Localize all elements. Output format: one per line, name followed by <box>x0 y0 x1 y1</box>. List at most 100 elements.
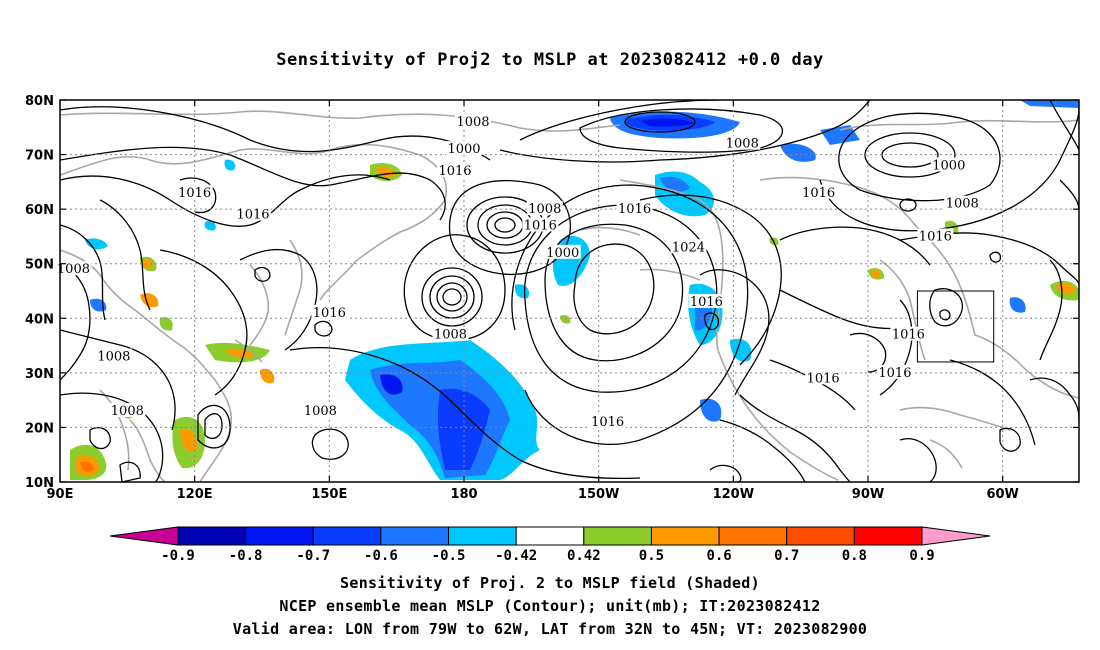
y-tick-label: 20N <box>25 421 54 436</box>
colorbar-box <box>380 526 450 546</box>
y-tick-label: 10N <box>25 476 54 491</box>
y-tick-label: 40N <box>25 312 54 327</box>
x-tick-label: 90E <box>47 487 74 502</box>
contour-label: 1016 <box>236 208 269 223</box>
colorbar-min-arrow <box>109 526 179 546</box>
contour-label: 1000 <box>447 142 480 157</box>
x-tick-label: 120W <box>713 487 754 502</box>
contour-label: 1008 <box>97 349 130 364</box>
colorbar-label: -0.9 <box>161 548 195 564</box>
y-tick-label: 80N <box>25 94 54 109</box>
colorbar-label: 0.8 <box>842 548 867 564</box>
colorbar-label: 0.5 <box>639 548 664 564</box>
caption-valid-area: Valid area: LON from 79W to 62W, LAT fro… <box>232 620 868 638</box>
graticule <box>60 100 1079 482</box>
caption-contour: NCEP ensemble mean MSLP (Contour); unit(… <box>279 597 821 615</box>
contour-label-bg <box>944 195 981 210</box>
contour-label-bg <box>616 201 653 216</box>
colorbar: -0.9 -0.8 -0.7 -0.6 -0.5 -0.42 0.42 0.5 0.6 0.7 0.… <box>109 526 991 564</box>
contour-label-bg <box>302 403 339 418</box>
contour-label: 1008 <box>528 202 561 217</box>
axes: 90E 120E 150E 180 150W 120W 90W 60W 80N 70N 60N 50N… <box>25 94 1079 502</box>
colorbar-label: -0.6 <box>364 548 398 564</box>
colorbar-label: -0.42 <box>495 548 537 564</box>
contour-label-bg <box>526 201 563 216</box>
mslp-contours <box>60 100 1079 482</box>
coastlines <box>60 110 1079 482</box>
colorbar-max-arrow <box>921 526 991 546</box>
contour-label: 1016 <box>807 371 840 386</box>
colorbar-box <box>245 526 314 546</box>
colorbar-label: 0.6 <box>706 548 731 564</box>
contour-label: 1008 <box>434 328 467 343</box>
contour-label: 1008 <box>57 262 90 277</box>
colorbar-label: 0.42 <box>567 548 601 564</box>
contour-label-bg <box>176 184 213 199</box>
x-tick-label: 180 <box>450 487 477 502</box>
colorbar-box <box>718 526 788 546</box>
contour-label-bg <box>454 113 491 128</box>
contour-label: 1016 <box>892 328 925 343</box>
y-tick-label: 30N <box>25 367 54 382</box>
contour-label: 1016 <box>878 366 911 381</box>
x-tick-label: 60W <box>986 487 1018 502</box>
contour-label-bg <box>432 326 469 341</box>
contour-label: 1016 <box>591 415 624 430</box>
map-frame <box>59 99 1080 483</box>
colorbar-label: -0.7 <box>296 548 330 564</box>
contour-label-bg <box>311 304 348 319</box>
chart-title: Sensitivity of Proj2 to MSLP at 20230824… <box>276 50 824 70</box>
x-tick-label: 150W <box>578 487 619 502</box>
contour-label: 1008 <box>111 404 144 419</box>
y-tick-label: 60N <box>25 203 54 218</box>
contour-label-bg <box>805 370 842 385</box>
contour-label-bg <box>437 162 474 177</box>
colorbar-label: 0.7 <box>774 548 799 564</box>
x-tick-label: 120E <box>177 487 213 502</box>
contour-label-bg <box>917 228 954 243</box>
colorbar-box <box>853 526 923 546</box>
colorbar-label: 0.9 <box>909 548 934 564</box>
contour-label: 1016 <box>618 202 651 217</box>
contour-label-bg <box>930 157 967 172</box>
contour-label-bg <box>890 326 927 341</box>
colorbar-label: -0.5 <box>432 548 466 564</box>
contour-label: 1008 <box>946 197 979 212</box>
contour-label-bg <box>446 141 483 156</box>
contour-label: 1016 <box>919 229 952 244</box>
contour-label: 1016 <box>802 186 835 201</box>
colorbar-box <box>312 526 382 546</box>
contour-label-bg <box>544 244 581 259</box>
contour-label: 1016 <box>524 219 557 234</box>
contour-label-bg <box>589 413 626 428</box>
colorbar-box <box>786 526 855 546</box>
contour-label: 1008 <box>726 137 759 152</box>
contour-label: 1000 <box>546 246 579 261</box>
contour-label: 1008 <box>456 115 489 130</box>
colorbar-box <box>583 526 652 546</box>
contour-label: 1000 <box>932 158 965 173</box>
colorbar-box <box>448 526 517 546</box>
x-tick-label: 90W <box>852 487 884 502</box>
contour-labels: 1000 1008 1016 1016 1016 1016 1008 1000 1016 1024… <box>55 113 981 430</box>
contour-label-bg <box>724 135 761 150</box>
contour-label: 1016 <box>690 295 723 310</box>
colorbar-label: -0.8 <box>229 548 263 564</box>
x-tick-label: 150E <box>311 487 347 502</box>
contour-label-bg <box>55 261 92 276</box>
contour-label: 1016 <box>438 164 471 179</box>
contour-label: 1016 <box>178 186 211 201</box>
contour-label-bg <box>800 184 837 199</box>
contour-label-bg <box>670 239 707 254</box>
y-tick-label: 50N <box>25 258 54 273</box>
contour-label: 1016 <box>313 306 346 321</box>
contour-label: 1024 <box>672 240 705 255</box>
contour-label: 1008 <box>304 404 337 419</box>
colorbar-box <box>650 526 720 546</box>
contour-label-bg <box>235 206 272 221</box>
valid-area-box <box>916 290 995 363</box>
colorbar-box <box>177 526 247 546</box>
contour-label-bg <box>522 217 559 232</box>
contour-label-bg <box>876 364 913 379</box>
